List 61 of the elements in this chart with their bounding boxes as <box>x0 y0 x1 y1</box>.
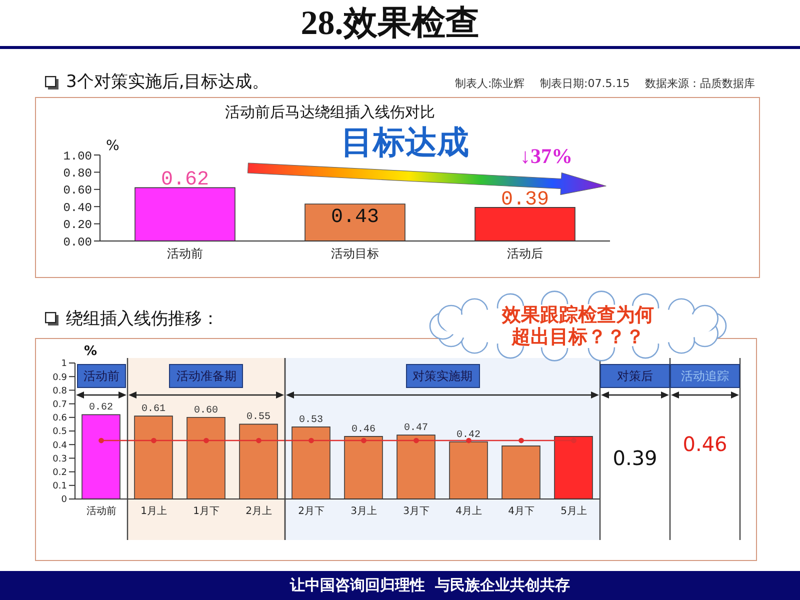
x-tick-label: 1月上 <box>140 505 167 518</box>
x-tick-label: 活动前 <box>167 246 203 261</box>
data-label: 0.39 <box>500 188 550 212</box>
annotation: 目标达成 <box>340 123 470 161</box>
y-tick-label: 0.80 <box>63 166 92 180</box>
data-label: 0.46 <box>351 424 376 436</box>
text: 让中国咨询回归理性 与民族企业共创共存 <box>288 576 572 594</box>
y-tick-label: 0.3 <box>52 454 67 464</box>
y-tick-label: 0.40 <box>63 200 92 215</box>
y-tick-label: 0.5 <box>52 427 67 438</box>
data-label: 0.60 <box>194 405 218 416</box>
x-tick-label: 活动后 <box>507 246 543 261</box>
x-tick-label: 2月上 <box>246 505 272 518</box>
data-label: 0.61 <box>141 404 166 416</box>
text: 对策后 <box>600 364 670 388</box>
y-tick-label: 0.1 <box>52 482 67 492</box>
y-tick-label: 0.60 <box>63 184 92 198</box>
chart-title: 活动前后马达绕组插入线伤对比 <box>224 103 436 122</box>
x-tick-label: 2月下 <box>298 506 324 518</box>
data-label: 0.42 <box>456 430 481 441</box>
x-tick-label: 活动目标 <box>331 246 379 261</box>
text: 效果跟踪检查为何超出目标？？？ <box>500 304 655 348</box>
chart-title: 绕组插入线伤推移： <box>66 308 219 330</box>
data-label: 0.55 <box>246 412 271 424</box>
x-tick-label: 活动前 <box>86 505 116 518</box>
text: 0.46 <box>682 432 728 456</box>
x-tick-label: 4月下 <box>508 506 534 518</box>
annotation: ↓37% <box>520 144 572 170</box>
y-tick-label: 0.00 <box>63 235 92 250</box>
x-tick-label: 5月上 <box>560 505 587 518</box>
x-tick-label: 4月上 <box>456 505 482 518</box>
data-label: 0.47 <box>404 423 428 434</box>
x-tick-label: 1月下 <box>193 506 220 518</box>
text: 28.效果检查 <box>300 4 480 44</box>
y-tick-label: 1 <box>61 359 67 370</box>
y-tick-label: 0.8 <box>52 386 68 396</box>
y-tick-label: 0.2 <box>52 468 67 478</box>
source-note: 数据来源：品质数据库 <box>645 77 755 90</box>
text: 制表人:陈业辉 <box>455 77 525 90</box>
y-tick-label: 1.00 <box>63 149 92 164</box>
x-tick-label: 3月上 <box>350 505 377 518</box>
band-label: 活动准备期 <box>169 364 244 388</box>
text: 0.39 <box>612 446 658 470</box>
y-tick-label: 0.9 <box>52 372 68 383</box>
y-tick-label: 0.6 <box>52 414 68 424</box>
data-label: 0.43 <box>330 206 380 230</box>
text: 3个对策实施后,目标达成。 <box>66 72 270 92</box>
y-axis-title: % <box>84 344 98 359</box>
annotation: 活动前 <box>77 364 126 388</box>
data-label: 0.62 <box>160 168 210 192</box>
y-tick-label: 0.7 <box>52 400 67 410</box>
data-label: 0.62 <box>88 402 114 414</box>
x-tick-label: 3月下 <box>403 506 430 518</box>
text: 活动追踪 <box>670 364 740 388</box>
data-label: 0.53 <box>298 414 324 426</box>
y-axis-title: % <box>106 138 120 154</box>
y-tick-label: 0.20 <box>63 218 92 232</box>
band-label: 对策实施期 <box>406 364 480 388</box>
y-tick-label: 0.4 <box>52 440 68 451</box>
text: 制表日期:07.5.15 <box>540 77 630 90</box>
y-tick-label: 0 <box>61 495 68 506</box>
